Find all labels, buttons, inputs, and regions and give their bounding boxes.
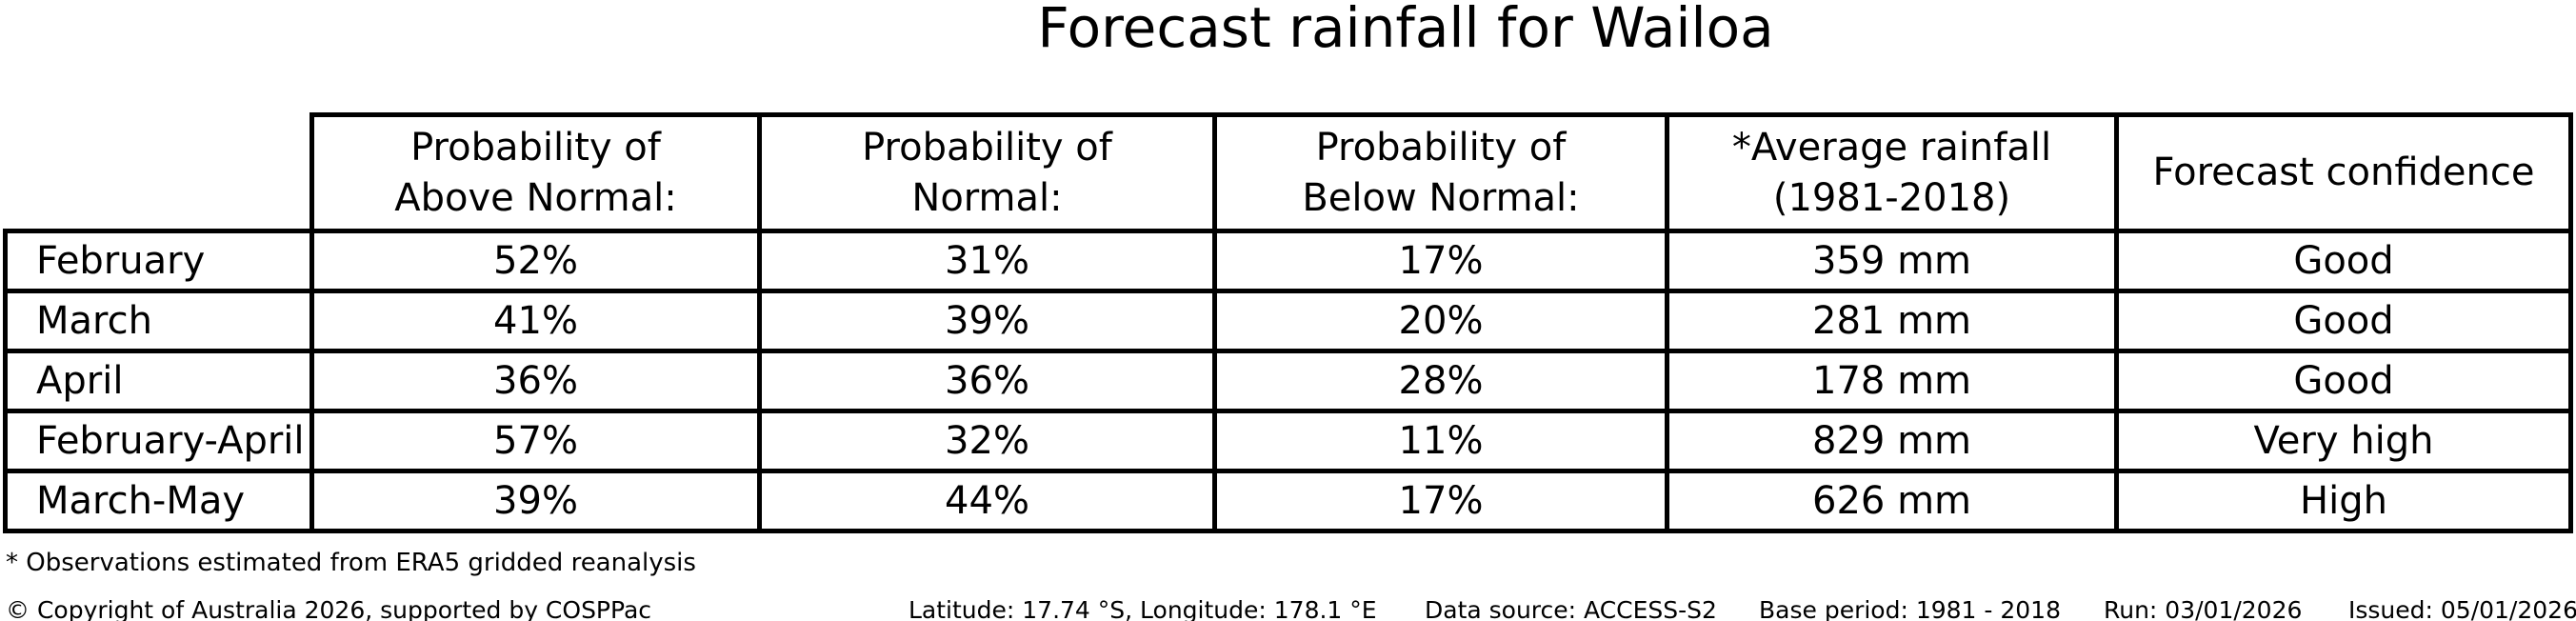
location-text: Latitude: 17.74 °S, Longitude: 178.1 °E <box>909 596 1377 621</box>
cell-below-normal: 20% <box>1212 289 1669 353</box>
base-period-text: Base period: 1981 - 2018 <box>1759 596 2061 621</box>
cell-above-normal: 52% <box>310 229 762 293</box>
cell-above-normal: 36% <box>310 349 762 413</box>
cell-above-normal: 41% <box>310 289 762 353</box>
row-label: April <box>3 349 314 413</box>
cell-above-normal: 57% <box>310 409 762 473</box>
table-row-february-april: February-April 57% 32% 11% 829 mm Very h… <box>3 409 2573 473</box>
data-source-text: Data source: ACCESS-S2 <box>1425 596 1717 621</box>
column-header-normal: Probability of Normal: <box>757 112 1217 233</box>
chart-title: Forecast rainfall for Wailoa <box>1037 0 1774 60</box>
table-row-march: March 41% 39% 20% 281 mm Good <box>3 289 2573 353</box>
cell-confidence: Very high <box>2114 409 2573 473</box>
column-header-below-normal: Probability of Below Normal: <box>1212 112 1669 233</box>
cell-normal: 36% <box>757 349 1217 413</box>
observations-footnote: * Observations estimated from ERA5 gridd… <box>6 549 696 577</box>
issued-date-text: Issued: 05/01/2026 <box>2348 596 2576 621</box>
column-header-average-rainfall: *Average rainfall (1981-2018) <box>1665 112 2119 233</box>
forecast-table: Probability of Above Normal: Probability… <box>3 112 2573 533</box>
cell-normal: 44% <box>757 469 1217 533</box>
table-row-april: April 36% 36% 28% 178 mm Good <box>3 349 2573 413</box>
corner-cell-empty <box>6 115 312 231</box>
row-label: February <box>3 229 314 293</box>
cell-average-rainfall: 359 mm <box>1665 229 2119 293</box>
column-header-forecast-confidence: Forecast confidence <box>2114 112 2573 233</box>
cell-average-rainfall: 829 mm <box>1665 409 2119 473</box>
cell-below-normal: 17% <box>1212 229 1669 293</box>
row-label: March <box>3 289 314 353</box>
row-label: March-May <box>3 469 314 533</box>
cell-average-rainfall: 178 mm <box>1665 349 2119 413</box>
cell-average-rainfall: 281 mm <box>1665 289 2119 353</box>
cell-below-normal: 28% <box>1212 349 1669 413</box>
cell-below-normal: 17% <box>1212 469 1669 533</box>
cell-normal: 31% <box>757 229 1217 293</box>
cell-normal: 32% <box>757 409 1217 473</box>
column-header-above-normal: Probability of Above Normal: <box>310 112 762 233</box>
cell-confidence: Good <box>2114 229 2573 293</box>
table-row-march-may: March-May 39% 44% 17% 626 mm High <box>3 469 2573 533</box>
run-date-text: Run: 03/01/2026 <box>2104 596 2303 621</box>
table-header-row: Probability of Above Normal: Probability… <box>6 112 2573 233</box>
cell-confidence: Good <box>2114 349 2573 413</box>
cell-below-normal: 11% <box>1212 409 1669 473</box>
cell-above-normal: 39% <box>310 469 762 533</box>
table-row-february: February 52% 31% 17% 359 mm Good <box>3 229 2573 293</box>
cell-confidence: High <box>2114 469 2573 533</box>
cell-average-rainfall: 626 mm <box>1665 469 2119 533</box>
cell-confidence: Good <box>2114 289 2573 353</box>
row-label: February-April <box>3 409 314 473</box>
copyright-text: © Copyright of Australia 2026, supported… <box>6 596 652 621</box>
cell-normal: 39% <box>757 289 1217 353</box>
